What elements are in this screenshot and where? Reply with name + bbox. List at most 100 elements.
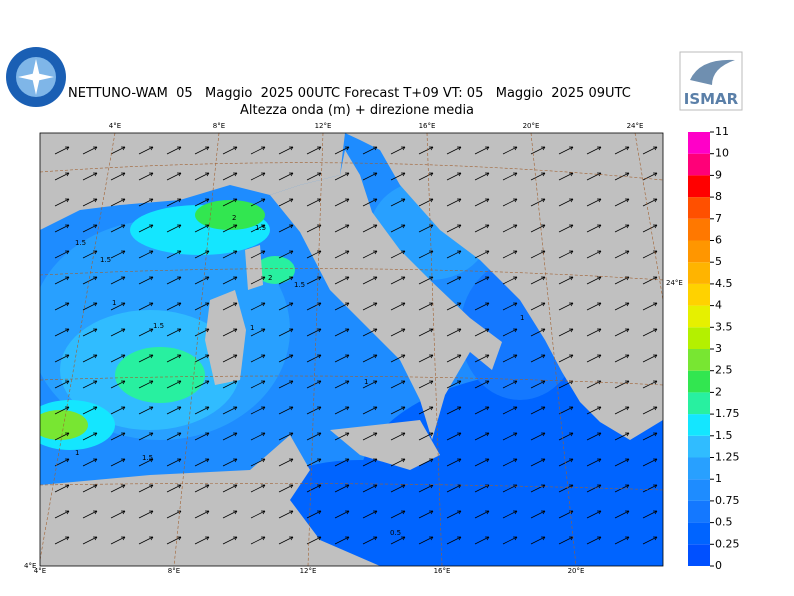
wave-arrow [222, 302, 238, 311]
legend-label: 8 [715, 190, 722, 203]
lon-label: 16°E [434, 567, 451, 575]
wave-arrow [250, 328, 266, 337]
wave-arrow [222, 198, 238, 207]
wave-arrow [446, 172, 462, 181]
wave-arrow [586, 354, 602, 363]
wave-arrow [446, 380, 462, 389]
wave-arrow [530, 536, 546, 545]
wave-arrow [54, 328, 70, 337]
wave-arrow [642, 536, 658, 545]
map-area: 1.5 1.5 2 1.5 2 1.5 1 1.5 1 1 1 1.5 1 0.… [40, 133, 663, 566]
wave-arrow [502, 354, 518, 363]
wave-arrow [558, 302, 574, 311]
wave-arrow [194, 198, 210, 207]
wave-arrow [334, 172, 350, 181]
legend-label: 7 [715, 212, 722, 225]
wave-arrow [614, 146, 630, 155]
legend-swatch [688, 349, 710, 371]
wave-arrow [278, 172, 294, 181]
wave-arrow [250, 380, 266, 389]
wave-arrow [110, 354, 126, 363]
wave-arrow [446, 198, 462, 207]
wave-arrow [82, 406, 98, 415]
wave-arrow [334, 536, 350, 545]
wave-arrow [306, 432, 322, 441]
wave-arrow [362, 276, 378, 285]
wave-arrow [110, 380, 126, 389]
wave-arrow [446, 432, 462, 441]
wave-arrow [82, 250, 98, 259]
wave-arrow [642, 406, 658, 415]
wave-arrow [334, 276, 350, 285]
wave-arrow [306, 354, 322, 363]
legend-label: 11 [715, 125, 729, 138]
wave-arrow [82, 484, 98, 493]
wave-arrow [54, 146, 70, 155]
wave-arrow [362, 354, 378, 363]
wave-arrow [54, 250, 70, 259]
wave-arrow [530, 198, 546, 207]
wave-arrow [418, 328, 434, 337]
wave-arrow [614, 302, 630, 311]
legend-swatch [688, 218, 710, 241]
wave-arrow [474, 146, 490, 155]
contour-label: 0.5 [390, 529, 401, 537]
lon-label: 20°E [568, 567, 585, 575]
legend-swatch [688, 544, 710, 566]
wave-arrow [586, 276, 602, 285]
wave-arrow [390, 432, 406, 441]
wave-arrow [110, 458, 126, 467]
wave-arrow [222, 432, 238, 441]
wave-arrow [82, 432, 98, 441]
wave-arrow [642, 172, 658, 181]
wave-arrow [54, 432, 70, 441]
wave-arrow [558, 250, 574, 259]
wave-arrow [278, 354, 294, 363]
wave-arrow [530, 510, 546, 519]
wave-arrow [306, 536, 322, 545]
wave-arrow [278, 458, 294, 467]
wave-arrow [446, 302, 462, 311]
legend-swatch [688, 262, 710, 284]
wave-arrow [390, 510, 406, 519]
wave-arrow [446, 510, 462, 519]
legend-swatch [688, 414, 710, 436]
wave-arrow [138, 510, 154, 519]
wave-arrow [362, 406, 378, 415]
wave-arrow [502, 172, 518, 181]
wave-arrow [166, 328, 182, 337]
contour-label: 1.5 [100, 256, 111, 264]
wave-arrow [250, 302, 266, 311]
legend-label: 1.5 [715, 429, 733, 442]
wave-arrow [530, 484, 546, 493]
lon-label: 4°E [34, 567, 46, 575]
lon-label: 4°E [24, 562, 36, 570]
wave-arrow [614, 276, 630, 285]
wave-arrow [558, 224, 574, 233]
wave-arrow [166, 224, 182, 233]
wave-arrow [250, 406, 266, 415]
legend-swatch [688, 522, 710, 545]
wave-arrow [194, 354, 210, 363]
wave-arrow [530, 224, 546, 233]
wave-arrow [138, 328, 154, 337]
wave-arrow [278, 146, 294, 155]
contour-label: 2 [232, 214, 236, 222]
legend-swatch [688, 153, 710, 176]
wave-arrow [362, 224, 378, 233]
wave-arrow [54, 484, 70, 493]
lon-label: 8°E [213, 122, 225, 130]
legend-swatch [688, 327, 710, 349]
wave-arrow [390, 302, 406, 311]
wave-arrow [306, 302, 322, 311]
wave-arrow [222, 510, 238, 519]
legend-swatch [688, 479, 710, 501]
wave-arrow [110, 536, 126, 545]
wave-arrow [194, 432, 210, 441]
wave-arrow [362, 432, 378, 441]
wave-arrow [474, 250, 490, 259]
legend-label: 5 [715, 255, 722, 268]
wave-arrow [586, 250, 602, 259]
wave-arrow [82, 276, 98, 285]
wave-arrow [502, 432, 518, 441]
